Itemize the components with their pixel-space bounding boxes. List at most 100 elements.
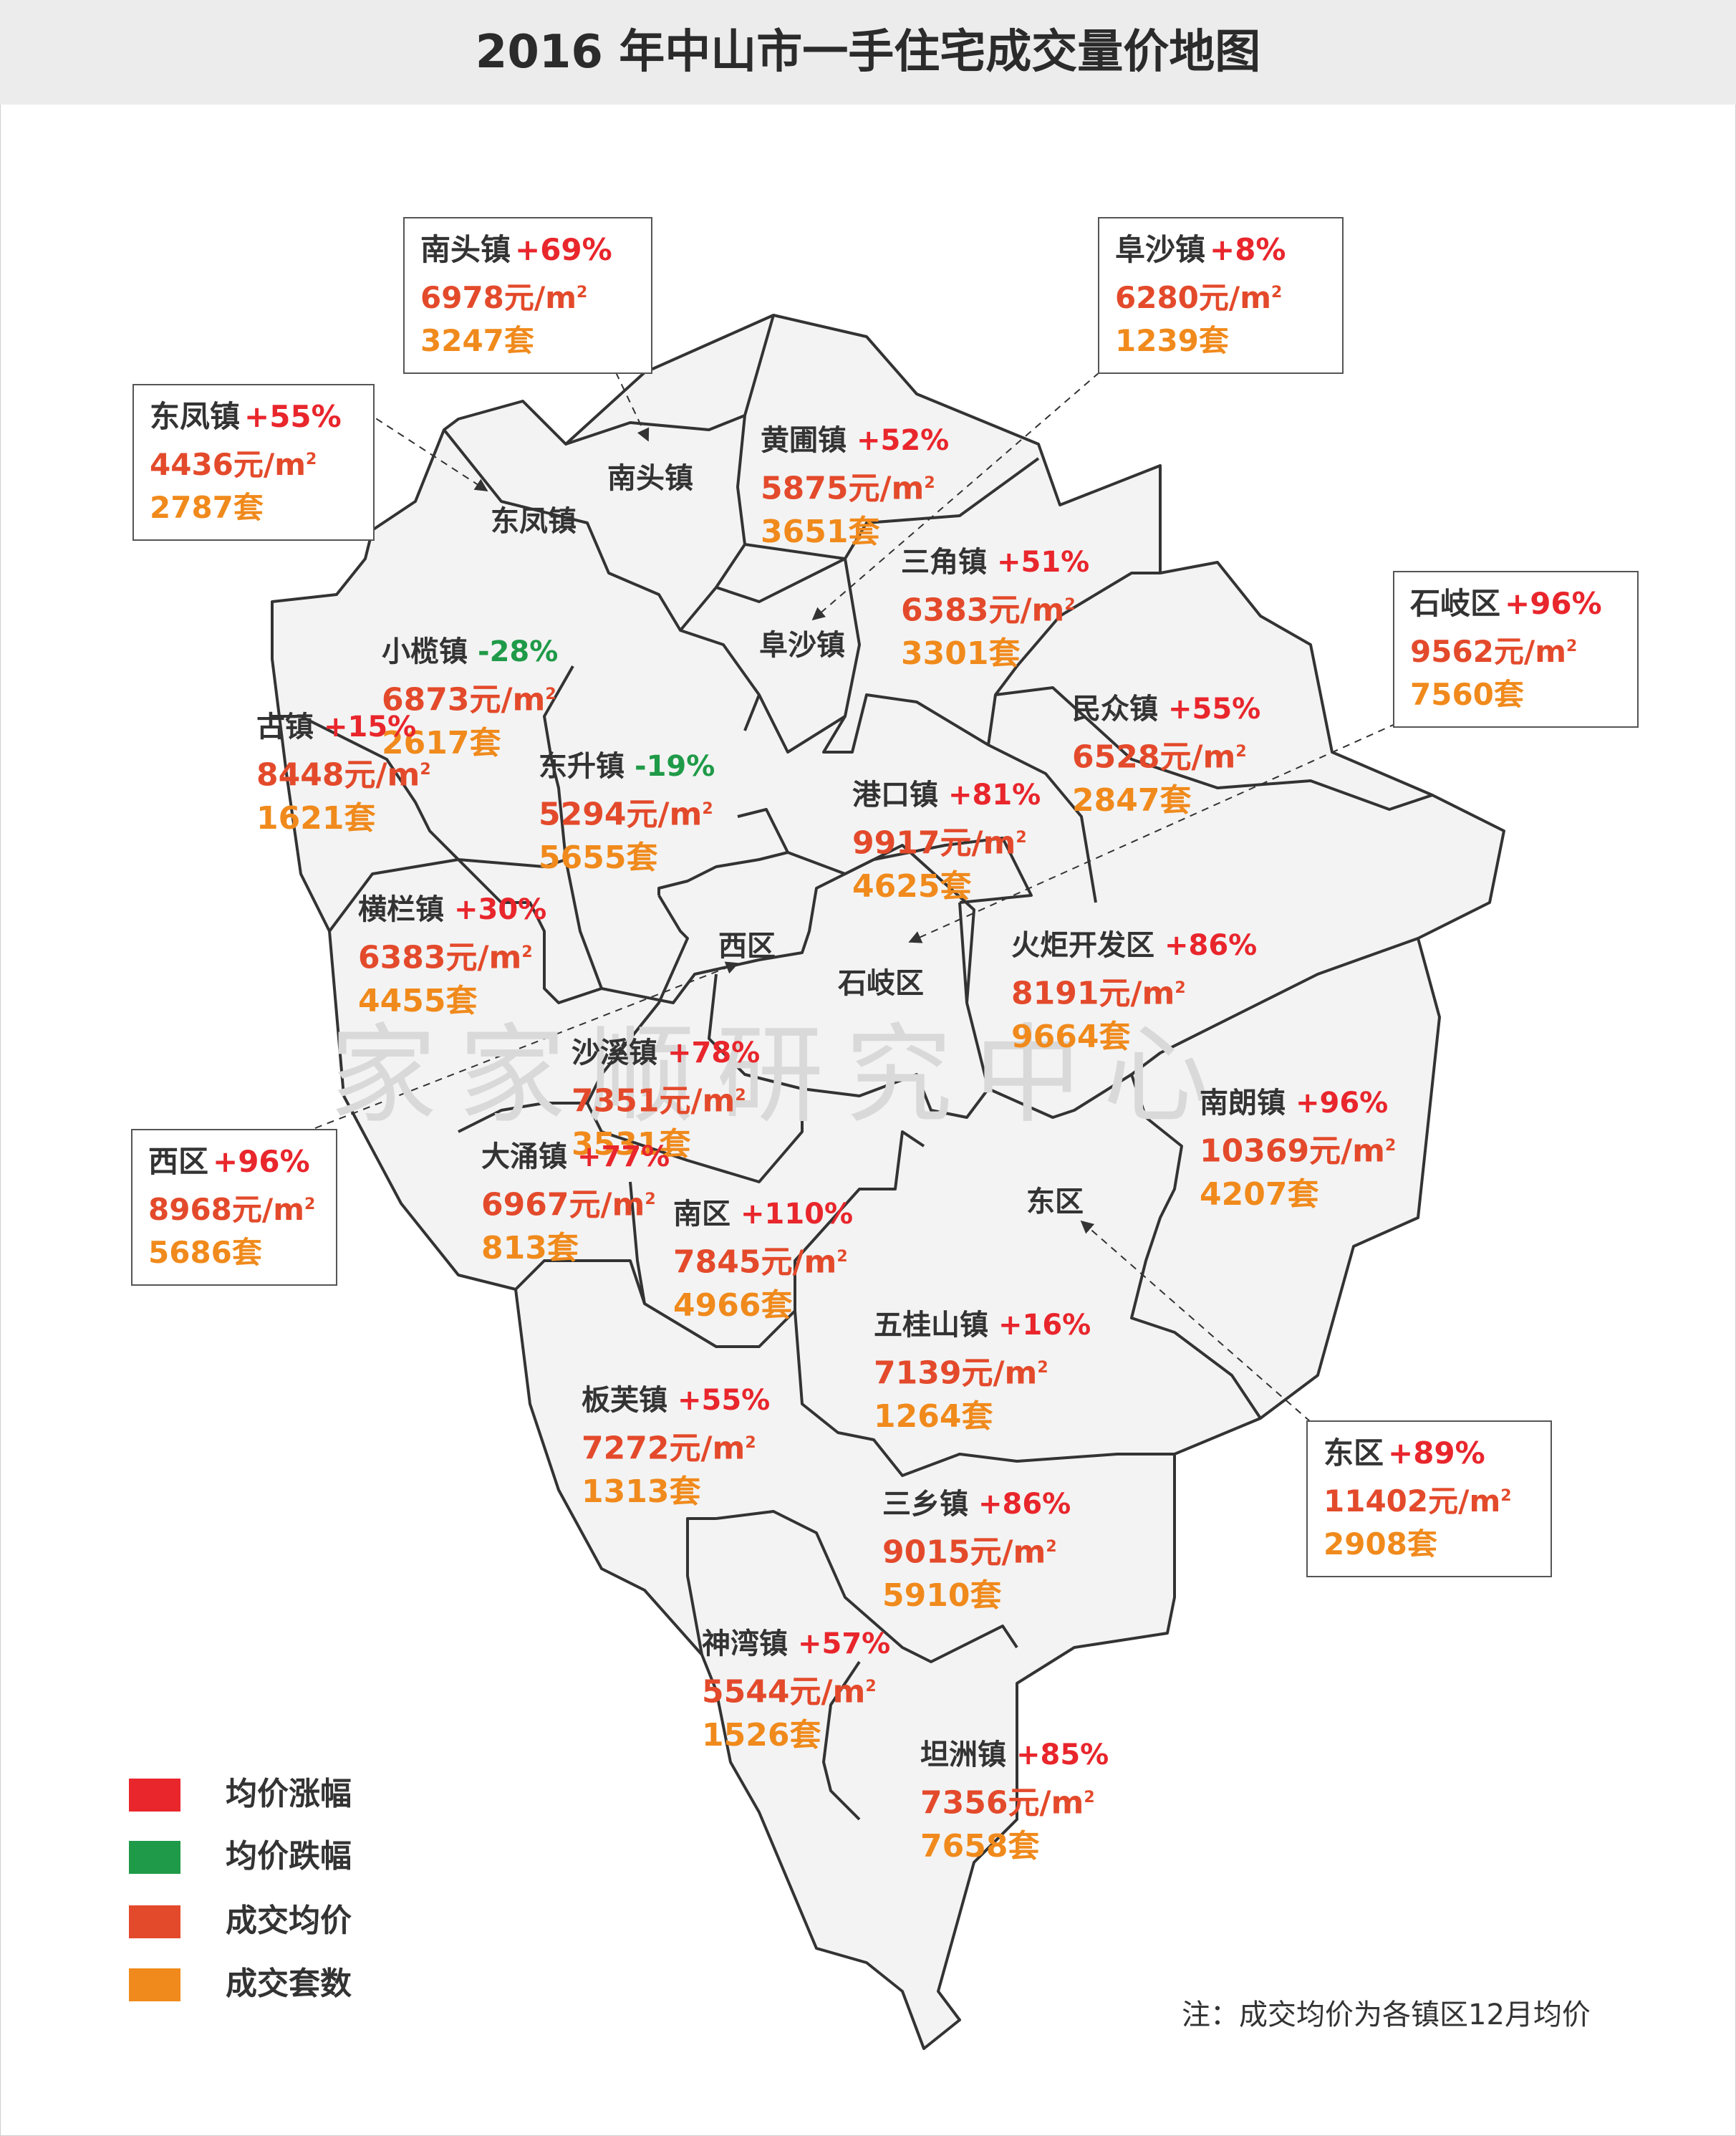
deal-count: 4207套	[1200, 1173, 1396, 1216]
callout-header: 西区 +96%	[148, 1140, 320, 1183]
callout-name: 东凤镇	[150, 399, 241, 434]
deal-count: 1621套	[256, 797, 431, 840]
count-unit: 套	[659, 1125, 691, 1163]
count-unit: 套	[940, 867, 972, 905]
avg-price-value: 7845	[673, 1243, 761, 1281]
avg-price-value: 5294	[539, 796, 627, 833]
deal-count: 7560套	[1410, 673, 1621, 716]
town-name: 横栏镇	[358, 893, 444, 926]
count-unit: 套	[344, 799, 376, 837]
deal-count: 1239套	[1115, 319, 1326, 362]
deal-count-value: 1621	[256, 799, 344, 837]
price-unit-sup: 2	[1016, 829, 1027, 847]
price-unit: 元/m	[1309, 1132, 1385, 1170]
town-name: 港口镇	[852, 779, 938, 812]
town-header: 三角镇 +51%	[901, 541, 1089, 584]
avg-price: 6528元/m2	[1072, 731, 1260, 779]
town-header: 三乡镇 +86%	[882, 1483, 1071, 1526]
price-unit: 元/m	[848, 470, 925, 507]
town-header: 横栏镇 +30%	[358, 888, 546, 931]
town-name: 南区	[673, 1198, 730, 1231]
price-change: -19%	[635, 750, 715, 783]
price-unit-sup: 2	[1566, 638, 1578, 655]
avg-price: 5875元/m2	[761, 462, 949, 511]
avg-price: 8191元/m2	[1011, 967, 1257, 1016]
price-change: -28%	[478, 635, 559, 668]
deal-count: 2787套	[150, 486, 357, 529]
avg-price: 10369元/m2	[1200, 1125, 1396, 1173]
price-unit-sup: 2	[420, 761, 431, 779]
map-label-shiqi: 石岐区	[838, 967, 924, 1000]
price-unit: 元/m	[988, 592, 1065, 629]
count-unit: 套	[1198, 323, 1229, 358]
avg-price: 7356元/m2	[920, 1776, 1109, 1825]
price-change: +96%	[1296, 1087, 1389, 1120]
count-unit: 套	[988, 635, 1021, 672]
town-label: 三角镇 +51% 6383元/m2 3301套	[901, 541, 1089, 675]
town-label: 沙溪镇 +78% 7351元/m2 3531套	[572, 1031, 760, 1166]
deal-count-value: 1264	[874, 1397, 962, 1435]
deal-count: 2908套	[1323, 1523, 1535, 1566]
town-header: 南区 +110%	[673, 1193, 853, 1236]
town-header: 坦洲镇 +85%	[920, 1733, 1109, 1776]
deal-count-value: 2908	[1323, 1526, 1407, 1562]
town-header: 沙溪镇 +78%	[572, 1031, 760, 1074]
callout-header: 东区 +89%	[1323, 1432, 1535, 1475]
price-change: +51%	[997, 546, 1090, 579]
callout-header: 阜沙镇 +8%	[1115, 228, 1326, 271]
town-header: 东升镇 -19%	[539, 745, 715, 788]
price-change: +86%	[978, 1488, 1071, 1521]
price-unit-sup: 2	[745, 1434, 756, 1452]
town-name: 南朗镇	[1200, 1087, 1286, 1120]
town-label: 小榄镇 -28% 6873元/m2 2617套	[382, 630, 558, 765]
avg-price-value: 7272	[582, 1430, 670, 1467]
avg-price: 6383元/m2	[901, 584, 1089, 632]
price-change: +15%	[324, 711, 417, 744]
avg-price-value: 8191	[1011, 975, 1099, 1012]
price-change: +16%	[998, 1309, 1091, 1342]
district-borders	[272, 314, 1433, 1821]
count-unit: 套	[669, 1473, 701, 1510]
deal-count: 7658套	[920, 1825, 1109, 1868]
price-unit-sup: 2	[702, 800, 713, 818]
deal-count-value: 4455	[358, 982, 446, 1019]
deal-count: 3531套	[572, 1123, 760, 1166]
price-unit: 元/m	[669, 1430, 746, 1467]
deal-count: 5655套	[539, 837, 715, 880]
legend-label: 成交套数	[226, 1966, 352, 2002]
town-name: 沙溪镇	[572, 1036, 657, 1069]
deal-count: 4455套	[358, 980, 546, 1023]
avg-price-value: 7139	[874, 1355, 962, 1392]
town-header: 火炬开发区 +86%	[1011, 924, 1257, 967]
avg-price-value: 11402	[1323, 1483, 1429, 1519]
price-unit-sup: 2	[1235, 743, 1247, 761]
town-label: 民众镇 +55% 6528元/m2 2847套	[1072, 688, 1260, 822]
avg-price-value: 8448	[256, 756, 344, 794]
callout-change: +69%	[515, 232, 612, 267]
deal-count-value: 2787	[150, 490, 233, 525]
town-name: 火炬开发区	[1011, 929, 1154, 962]
town-name: 小榄镇	[382, 635, 468, 668]
deal-count: 3301套	[901, 632, 1089, 675]
avg-price-value: 6383	[358, 939, 446, 976]
town-header: 五桂山镇 +16%	[874, 1304, 1091, 1347]
deal-count: 1526套	[702, 1714, 890, 1757]
callout-change: +96%	[213, 1144, 310, 1179]
deal-count: 9664套	[1011, 1016, 1257, 1059]
callout-name: 阜沙镇	[1115, 232, 1206, 267]
deal-count: 2617套	[382, 722, 558, 765]
price-unit: 元/m	[569, 1186, 645, 1223]
legend-label: 成交均价	[226, 1902, 352, 1939]
title-bar	[0, 0, 1736, 105]
watermark: 家家顺研究中心	[329, 1014, 1233, 1138]
town-label: 南区 +110% 7845元/m2 4966套	[673, 1193, 853, 1327]
avg-price-value: 9917	[852, 824, 940, 862]
deal-count-value: 3247	[420, 323, 504, 358]
price-unit-sup: 2	[735, 1087, 746, 1105]
price-unit: 元/m	[503, 280, 577, 315]
callout-box: 东区 +89% 11402元/m2 2908套	[1306, 1420, 1552, 1577]
price-unit-sup: 2	[306, 451, 317, 468]
page-title: 2016 年中山市一手住宅成交量价地图	[475, 26, 1261, 79]
deal-count-value: 1239	[1115, 323, 1199, 358]
